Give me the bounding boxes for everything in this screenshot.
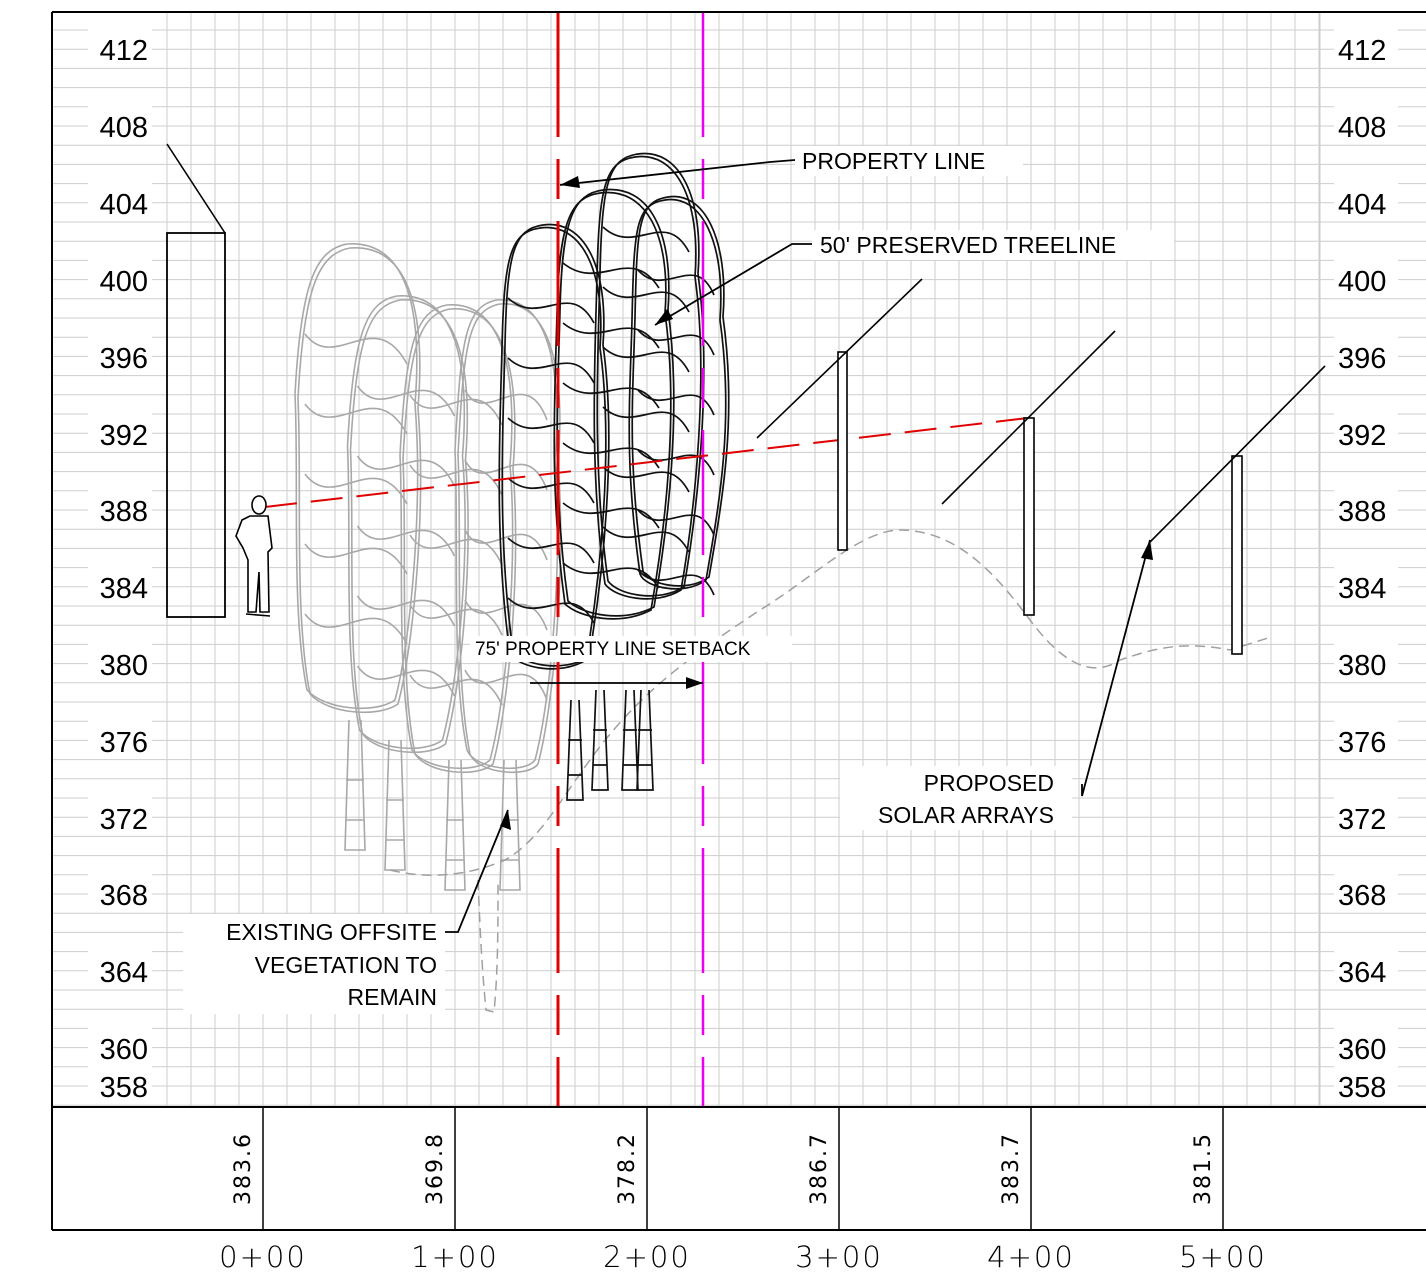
preserved-treeline-label: 50' PRESERVED TREELINE — [820, 232, 1116, 258]
frame — [51, 11, 1426, 1231]
property-line-label: PROPERTY LINE — [802, 148, 985, 174]
sightline — [264, 417, 1029, 508]
building — [166, 232, 226, 618]
station-label: 2+00 — [603, 1240, 691, 1274]
elevation-label-right-358: 358 — [1338, 1072, 1386, 1104]
leader-arrowheads — [500, 176, 1153, 830]
solar-array-post — [837, 351, 848, 551]
elevation-label-left-364: 364 — [100, 957, 148, 989]
elevation-label-right-372: 372 — [1338, 804, 1386, 836]
station-label: 0+00 — [219, 1240, 307, 1274]
station-axis: 0+00 383.6 1+00 369.8 2+00 378.2 3+00 386.7 4+00… — [219, 1107, 1267, 1274]
ground-profile-dip — [477, 879, 499, 1013]
elevation-label-left-388: 388 — [100, 496, 148, 528]
elevation-label-right-392: 392 — [1338, 420, 1386, 452]
elevation-label-right-400: 400 — [1338, 266, 1386, 298]
ground-profile — [389, 529, 1269, 876]
elevation-label-right-408: 408 — [1338, 112, 1386, 144]
ground-elevation-label: 378.2 — [615, 1132, 640, 1205]
elevation-label-left-360: 360 — [100, 1034, 148, 1066]
station-label: 4+00 — [987, 1240, 1075, 1274]
elevation-labels-left: 412 408 404 400 396 392 388 384 380 376 372 368 364 3… — [88, 26, 152, 1104]
elevation-label-right-396: 396 — [1338, 343, 1386, 375]
station-label: 5+00 — [1179, 1240, 1267, 1274]
elevation-label-left-358: 358 — [100, 1072, 148, 1104]
solar-label-line1: PROPOSED — [924, 770, 1054, 796]
solar-label-line2: SOLAR ARRAYS — [878, 802, 1054, 828]
existing-vegetation — [294, 243, 562, 891]
elevation-label-left-392: 392 — [100, 420, 148, 452]
elevation-label-right-360: 360 — [1338, 1034, 1386, 1066]
preserved-treeline — [498, 152, 730, 801]
person-figure-icon — [235, 495, 273, 617]
elevation-label-left-372: 372 — [100, 804, 148, 836]
elevation-label-right-388: 388 — [1338, 496, 1386, 528]
elevation-label-right-404: 404 — [1338, 189, 1386, 221]
ground-elevation-label: 386.7 — [807, 1132, 832, 1205]
station-label: 3+00 — [795, 1240, 883, 1274]
elevation-label-left-396: 396 — [100, 343, 148, 375]
elevation-label-right-384: 384 — [1338, 573, 1386, 605]
elevation-label-left-404: 404 — [100, 189, 148, 221]
vegetation-label-line2: VEGETATION TO — [255, 952, 437, 978]
elevation-label-left-368: 368 — [100, 880, 148, 912]
building-leader — [166, 143, 226, 234]
elevation-label-right-364: 364 — [1338, 957, 1386, 989]
ground-elevation-label: 369.8 — [423, 1132, 448, 1205]
vegetation-label-line3: REMAIN — [348, 984, 437, 1010]
grid — [52, 12, 1426, 1107]
elevation-label-left-400: 400 — [100, 266, 148, 298]
elevation-label-left-380: 380 — [100, 650, 148, 682]
elevation-label-left-412: 412 — [100, 35, 148, 67]
elevation-label-left-408: 408 — [100, 112, 148, 144]
elevation-label-left-376: 376 — [100, 727, 148, 759]
setback-label: 75' PROPERTY LINE SETBACK — [475, 639, 751, 660]
solar-arrays — [756, 278, 1326, 655]
vegetation-label-line1: EXISTING OFFSITE — [226, 919, 437, 945]
elevation-label-right-380: 380 — [1338, 650, 1386, 682]
elevation-label-right-376: 376 — [1338, 727, 1386, 759]
solar-array-post — [1023, 417, 1035, 616]
elevation-label-left-384: 384 — [100, 573, 148, 605]
elevation-labels-right: 412 408 404 400 396 392 388 384 380 376 372 368 364 3… — [1334, 26, 1398, 1104]
elevation-label-right-368: 368 — [1338, 880, 1386, 912]
station-label: 1+00 — [411, 1240, 499, 1274]
ground-elevation-label: 383.6 — [231, 1132, 256, 1205]
ground-elevation-label: 383.7 — [999, 1132, 1024, 1205]
callout-leaders — [438, 159, 1151, 933]
ground-elevation-label: 381.5 — [1191, 1132, 1216, 1205]
elevation-label-right-412: 412 — [1338, 35, 1386, 67]
solar-array-post — [1231, 455, 1243, 655]
